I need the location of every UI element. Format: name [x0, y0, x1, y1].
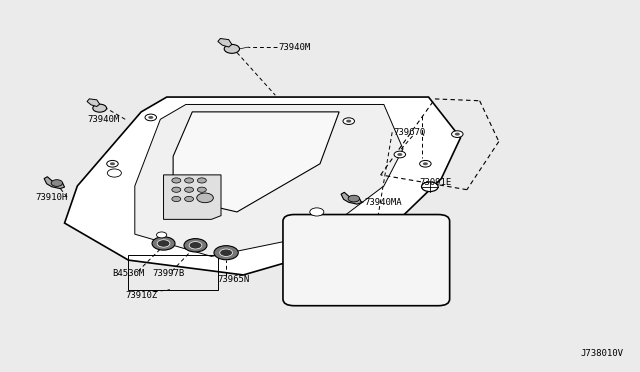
Circle shape: [197, 187, 206, 192]
Circle shape: [107, 160, 118, 167]
Polygon shape: [87, 99, 100, 106]
Circle shape: [423, 162, 428, 165]
Circle shape: [157, 232, 167, 238]
Circle shape: [157, 240, 170, 247]
Circle shape: [148, 116, 154, 119]
Circle shape: [172, 196, 180, 202]
Text: 73940M: 73940M: [87, 115, 119, 124]
Circle shape: [346, 120, 351, 123]
Circle shape: [420, 160, 431, 167]
Polygon shape: [44, 177, 65, 189]
Circle shape: [343, 118, 355, 125]
Circle shape: [189, 241, 202, 249]
Circle shape: [214, 246, 238, 260]
Polygon shape: [164, 175, 221, 219]
FancyBboxPatch shape: [283, 215, 450, 306]
Circle shape: [184, 196, 193, 202]
Circle shape: [220, 249, 232, 256]
Circle shape: [172, 178, 180, 183]
Text: B4536M: B4536M: [113, 269, 145, 278]
Text: 73940MA: 73940MA: [365, 198, 403, 207]
Circle shape: [452, 131, 463, 137]
Circle shape: [184, 187, 193, 192]
Circle shape: [224, 44, 239, 53]
Polygon shape: [341, 192, 362, 204]
Text: 73967Q: 73967Q: [394, 128, 426, 137]
Circle shape: [184, 238, 207, 252]
Circle shape: [145, 114, 157, 121]
Circle shape: [348, 195, 360, 202]
Circle shape: [196, 193, 213, 203]
Text: 73910Z: 73910Z: [125, 291, 157, 300]
Circle shape: [108, 169, 122, 177]
Circle shape: [310, 208, 324, 216]
Text: 73091E: 73091E: [419, 178, 451, 187]
Circle shape: [110, 162, 115, 165]
Circle shape: [172, 187, 180, 192]
Text: J738010V: J738010V: [580, 349, 623, 358]
Circle shape: [422, 182, 438, 192]
Text: 73965N: 73965N: [218, 275, 250, 284]
Polygon shape: [65, 97, 461, 275]
Text: 73940M: 73940M: [278, 42, 311, 51]
Polygon shape: [218, 38, 232, 47]
Circle shape: [152, 237, 175, 250]
Circle shape: [184, 178, 193, 183]
Circle shape: [51, 180, 63, 186]
Polygon shape: [135, 105, 403, 256]
Circle shape: [93, 104, 107, 112]
Circle shape: [455, 133, 460, 136]
Circle shape: [397, 153, 403, 156]
Text: 73910H: 73910H: [36, 193, 68, 202]
Circle shape: [394, 151, 406, 158]
Polygon shape: [173, 112, 339, 212]
Text: 73997B: 73997B: [153, 269, 185, 278]
Circle shape: [197, 178, 206, 183]
